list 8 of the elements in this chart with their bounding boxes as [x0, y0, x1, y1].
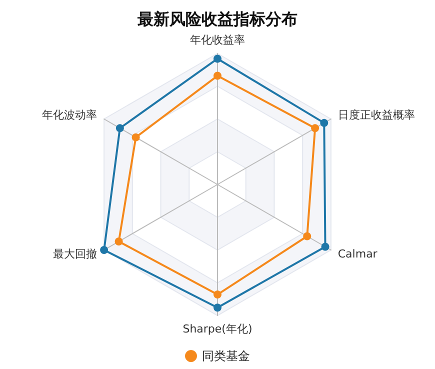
legend-label: 同类基金: [202, 349, 250, 363]
spoke-label: 年化波动率: [42, 108, 98, 122]
spoke-label: Sharpe(年化): [182, 322, 252, 336]
spoke-label: Calmar: [338, 248, 378, 260]
chart-title: 最新风险收益指标分布: [136, 10, 298, 28]
spoke-label: 最大回撤: [53, 248, 98, 260]
spoke-label: 年化收益率: [190, 34, 245, 46]
spoke-label: 日度正收益概率: [338, 108, 415, 122]
